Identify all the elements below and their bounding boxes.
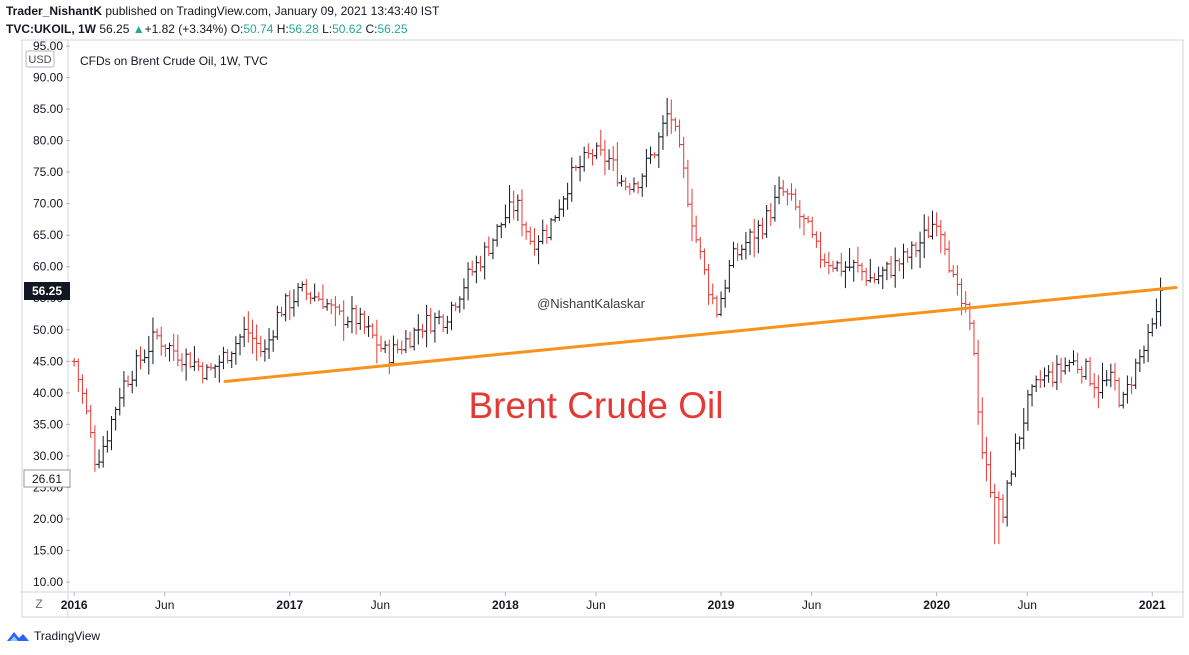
current-price-label: 56.25 <box>32 284 62 298</box>
y-tick-label: 80.00 <box>33 134 63 148</box>
tradingview-logo-icon <box>7 632 29 641</box>
low-label: L: <box>322 22 333 36</box>
up-arrow-icon: ▲ <box>132 22 145 36</box>
x-tick-label: Jun <box>1018 598 1037 612</box>
x-tick-label: Jun <box>802 598 821 612</box>
open-label: O: <box>230 22 244 36</box>
x-tick-label: Jun <box>155 598 174 612</box>
y-tick-label: 85.00 <box>33 102 63 116</box>
currency-label: USD <box>28 54 51 66</box>
y-tick-label: 75.00 <box>33 165 63 179</box>
x-tick-label: 2017 <box>276 598 303 612</box>
brand-name: TradingView <box>34 629 101 643</box>
y-tick-label: 40.00 <box>33 386 63 400</box>
y-tick-label: 70.00 <box>33 197 63 211</box>
high-value: 56.28 <box>288 22 319 36</box>
y-tick-label: 95.00 <box>33 39 63 53</box>
currency-badge[interactable] <box>25 50 55 68</box>
y-tick-label: 65.00 <box>33 228 63 242</box>
overlay-title: Brent Crude Oil <box>469 385 724 426</box>
chart-title: CFDs on Brent Crude Oil, 1W, TVC <box>80 54 268 68</box>
low-price-badge <box>23 469 71 488</box>
x-tick-label: Jun <box>371 598 390 612</box>
time-axis[interactable]: 2016 Jun 2017 Jun 2018 Jun 2019 Jun 2020 Jun 2021 <box>61 592 1166 612</box>
zoom-reset-button[interactable] <box>30 595 48 613</box>
x-tick-label: 2020 <box>923 598 950 612</box>
y-tick-label: 30.00 <box>33 449 63 463</box>
author-name[interactable]: Trader_NishantK <box>6 4 103 18</box>
publish-text: published on TradingView.com, January 09… <box>105 4 440 18</box>
x-tick-label: Jun <box>586 598 605 612</box>
y-tick-label: 20.00 <box>33 512 63 526</box>
close-label: C: <box>365 22 378 36</box>
last-price: 56.25 <box>99 22 130 36</box>
trendline[interactable] <box>223 286 1178 383</box>
high-label: H: <box>276 22 289 36</box>
y-tick-label: 50.00 <box>33 323 63 337</box>
low-value: 50.62 <box>332 22 363 36</box>
zoom-reset-label: Z <box>35 597 42 611</box>
ohlc-bars <box>71 97 1164 545</box>
x-tick-label: 2021 <box>1139 598 1166 612</box>
publish-info: Trader_NishantK published on TradingView… <box>6 4 439 18</box>
chart-frame <box>21 39 1184 618</box>
close-value: 56.25 <box>377 22 408 36</box>
y-tick-label: 45.00 <box>33 354 63 368</box>
x-tick-label: 2016 <box>61 598 88 612</box>
y-tick-label: 35.00 <box>33 417 63 431</box>
y-tick-label: 10.00 <box>33 575 63 589</box>
footer-brand[interactable]: TradingView <box>6 629 100 643</box>
low-price-label: 26.61 <box>32 472 62 486</box>
symbol-name: TVC:UKOIL, 1W <box>6 22 96 36</box>
price-change: +1.82 (+3.34%) <box>144 22 228 36</box>
x-tick-label: 2018 <box>492 598 519 612</box>
open-value: 50.74 <box>243 22 274 36</box>
current-price-badge <box>24 282 70 300</box>
y-tick-label: 15.00 <box>33 543 63 557</box>
x-tick-label: 2019 <box>708 598 735 612</box>
price-axis[interactable]: 95.00 90.00 85.00 80.00 75.00 70.00 65.00 60.00… <box>33 39 70 589</box>
symbol-legend: TVC:UKOIL, 1W 56.25 ▲+1.82 (+3.34%) O:50… <box>6 22 408 36</box>
y-tick-label: 60.00 <box>33 260 63 274</box>
watermark: @NishantKalaskar <box>537 296 646 311</box>
y-tick-label: 90.00 <box>33 71 63 85</box>
